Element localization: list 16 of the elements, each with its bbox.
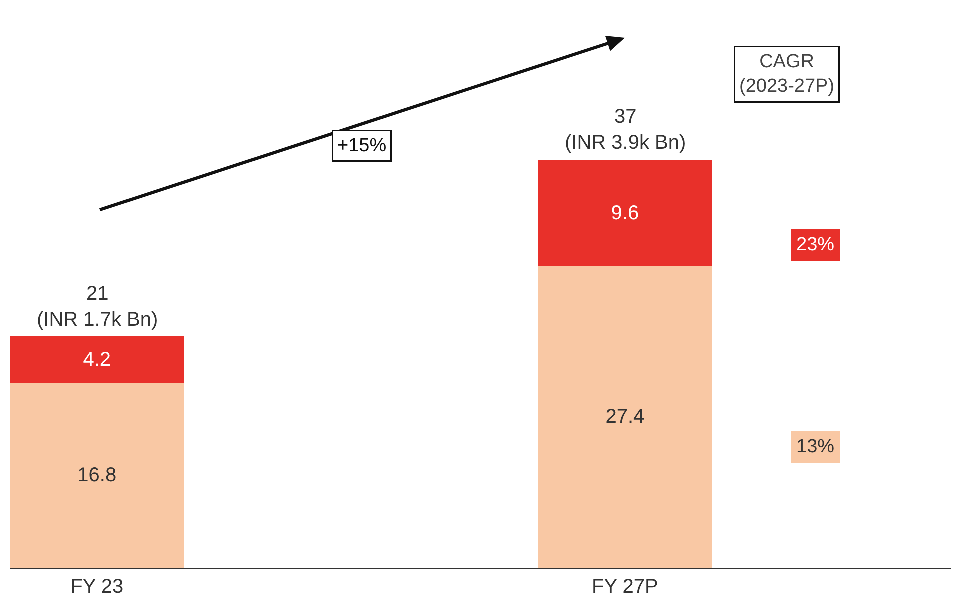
data-label: 16.8 [78,464,117,486]
annotation: 23% [796,234,835,256]
annotation: 13% [796,436,835,458]
bar [10,382,184,568]
bar [538,266,712,568]
total-label: 21 (INR 1.7k Bn) [37,283,158,331]
text: +15% [338,136,387,156]
text: CAGR (2023-27P) [740,52,835,98]
data-label: 4.2 [83,348,112,371]
total-label: 37 (INR 3.9k Bn) [565,106,686,154]
bar [538,160,712,266]
bar [10,336,184,383]
data-label: 27.4 [606,406,645,428]
x-tick-label: FY 23 [70,576,124,598]
x-tick-label: FY 27P [592,576,658,598]
data-label: 9.6 [611,202,640,224]
